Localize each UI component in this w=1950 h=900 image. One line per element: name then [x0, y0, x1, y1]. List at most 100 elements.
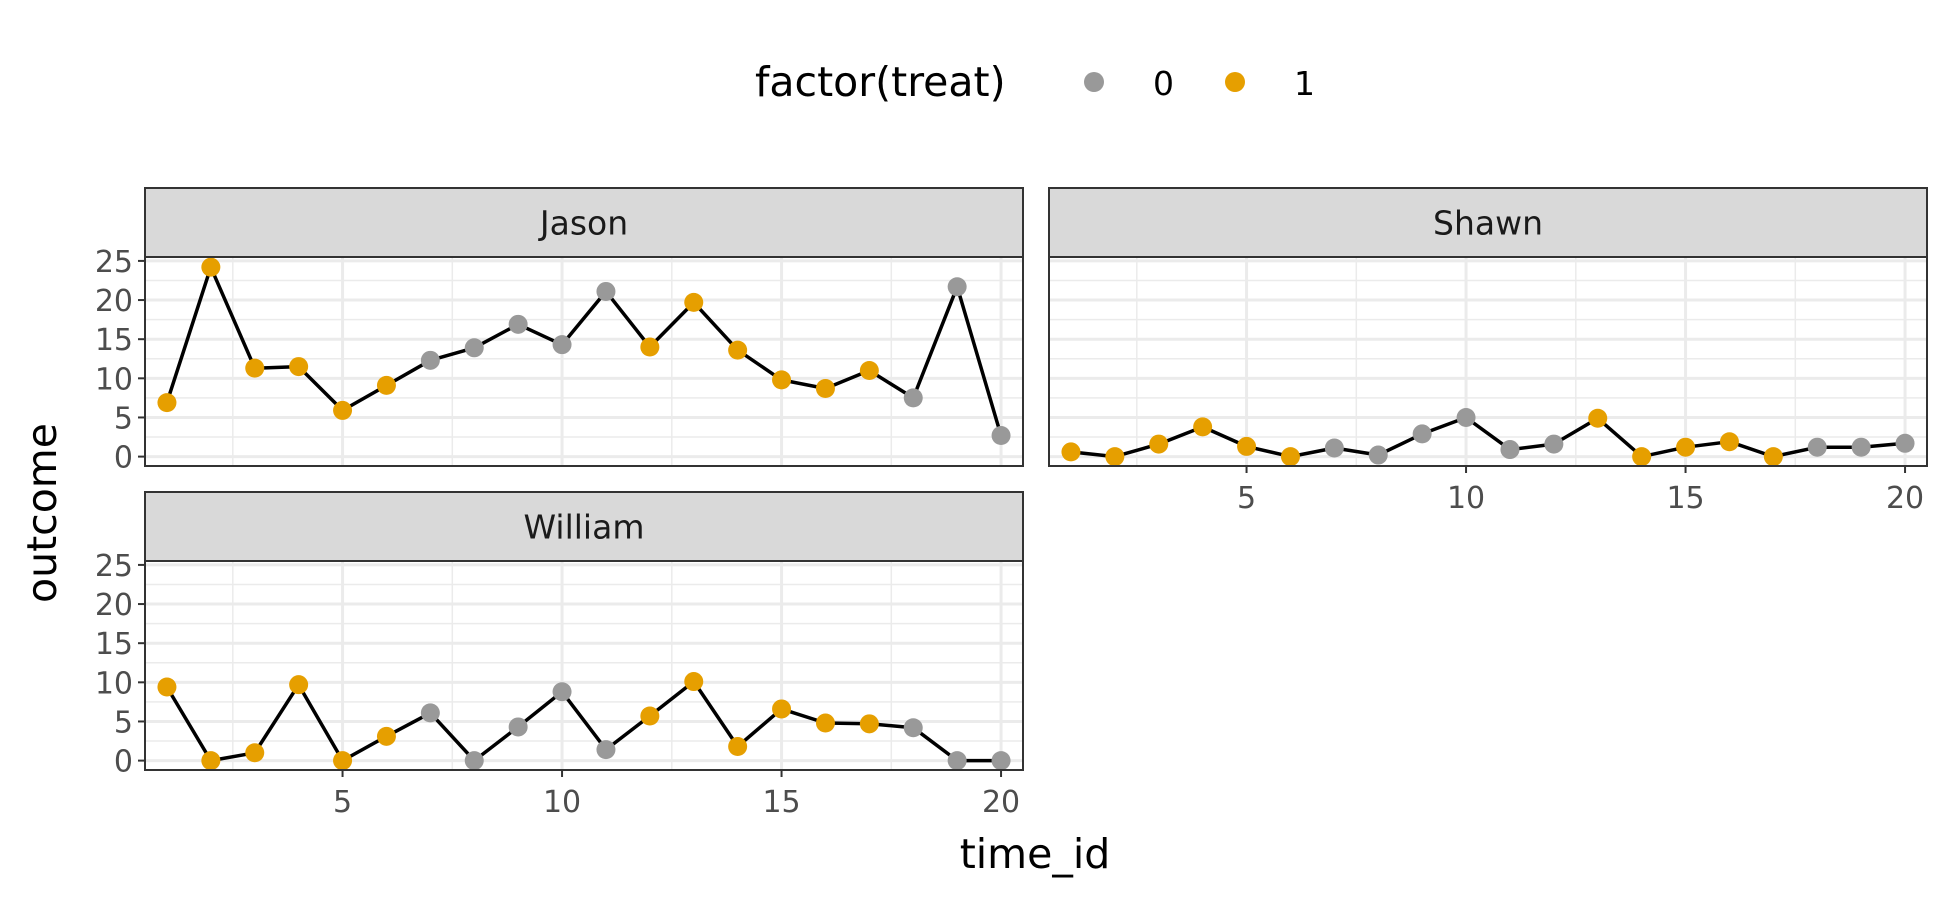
data-point — [552, 335, 572, 355]
legend: factor(treat) 0 1 — [755, 58, 1315, 106]
data-point — [728, 340, 748, 360]
y-tick-label: 10 — [95, 362, 133, 397]
data-point — [1149, 434, 1169, 454]
data-point — [640, 337, 660, 357]
y-tick-label: 20 — [95, 588, 133, 623]
data-point — [1193, 417, 1213, 437]
x-tick-label: 15 — [762, 785, 800, 820]
y-tick-label: 10 — [95, 666, 133, 701]
data-point — [376, 375, 396, 395]
data-point — [464, 751, 484, 771]
data-point — [464, 338, 484, 358]
legend-key-1 — [1225, 72, 1245, 92]
data-point — [684, 672, 704, 692]
y-tick-label: 20 — [95, 284, 133, 319]
data-point — [1456, 407, 1476, 427]
panel-jason: Jason 0 5 10 15 20 25 — [95, 187, 1024, 476]
panel-background — [145, 561, 1023, 770]
data-point — [1895, 433, 1915, 453]
data-point — [289, 675, 309, 695]
data-point — [1368, 445, 1388, 465]
data-point — [245, 743, 265, 763]
data-point — [157, 677, 177, 697]
legend-label-1: 1 — [1294, 64, 1315, 103]
panel-border — [144, 256, 1024, 467]
y-tick-label: 0 — [114, 745, 133, 780]
panel-border — [144, 560, 1024, 771]
data-point — [947, 751, 967, 771]
data-point — [1324, 438, 1344, 458]
data-point — [420, 350, 440, 370]
facet-strip-label: William — [524, 508, 645, 547]
data-point — [376, 726, 396, 746]
data-point — [903, 388, 923, 408]
y-tick-label: 0 — [114, 441, 133, 476]
legend-key-0 — [1084, 72, 1104, 92]
legend-title: factor(treat) — [755, 58, 1006, 106]
data-point — [684, 292, 704, 312]
data-point — [772, 370, 792, 390]
data-point — [1719, 432, 1739, 452]
data-point — [333, 751, 353, 771]
data-point — [201, 257, 221, 277]
data-point — [1061, 442, 1081, 462]
data-point — [903, 718, 923, 738]
data-point — [640, 706, 660, 726]
data-point — [1632, 447, 1652, 467]
data-point — [772, 699, 792, 719]
x-tick-label: 5 — [1237, 481, 1256, 516]
data-point — [1763, 447, 1783, 467]
data-point — [1105, 447, 1125, 467]
data-point — [991, 751, 1011, 771]
data-point — [201, 751, 221, 771]
data-point — [859, 361, 879, 381]
facet-strip — [144, 491, 1024, 562]
data-point — [1500, 440, 1520, 460]
x-tick-label: 15 — [1666, 481, 1704, 516]
data-point — [859, 714, 879, 734]
data-point — [991, 425, 1011, 445]
data-point — [815, 379, 835, 399]
facet-strip-label: Shawn — [1433, 204, 1543, 243]
data-point — [508, 314, 528, 334]
panel-william: William 0 5 10 15 20 25 5 10 15 20 — [95, 491, 1024, 820]
x-axis-title: time_id — [960, 830, 1111, 878]
panel-shawn: Shawn 5 10 15 20 — [1048, 187, 1928, 516]
facet-panels: Jason 0 5 10 15 20 25 Shawn 5 10 15 20 William 0 5 10 15… — [95, 187, 1928, 820]
x-tick-label: 20 — [1886, 481, 1924, 516]
data-point — [596, 281, 616, 301]
y-tick-label: 25 — [95, 549, 133, 584]
x-tick-label: 10 — [1447, 481, 1485, 516]
legend-label-0: 0 — [1153, 64, 1174, 103]
data-point — [1237, 436, 1257, 456]
data-point — [552, 682, 572, 702]
panel-border — [1048, 256, 1928, 467]
facet-strip — [144, 187, 1024, 258]
x-tick-label: 10 — [543, 785, 581, 820]
data-point — [420, 703, 440, 723]
data-point — [596, 740, 616, 760]
data-point — [1851, 437, 1871, 457]
data-point — [1676, 437, 1696, 457]
data-point — [245, 358, 265, 378]
data-point — [333, 400, 353, 420]
y-tick-label: 15 — [95, 323, 133, 358]
data-point — [289, 357, 309, 377]
x-tick-label: 20 — [982, 785, 1020, 820]
x-tick-label: 5 — [333, 785, 352, 820]
data-point — [1412, 424, 1432, 444]
facet-strip-label: Jason — [538, 204, 628, 243]
data-point — [1588, 408, 1608, 428]
y-axis-title: outcome — [18, 423, 66, 603]
data-point — [1544, 434, 1564, 454]
y-tick-label: 25 — [95, 245, 133, 280]
data-point — [728, 737, 748, 757]
data-point — [815, 713, 835, 733]
data-point — [508, 717, 528, 737]
y-tick-label: 5 — [114, 705, 133, 740]
y-tick-label: 15 — [95, 627, 133, 662]
data-point — [157, 393, 177, 413]
y-tick-label: 5 — [114, 401, 133, 436]
data-point — [1280, 447, 1300, 467]
